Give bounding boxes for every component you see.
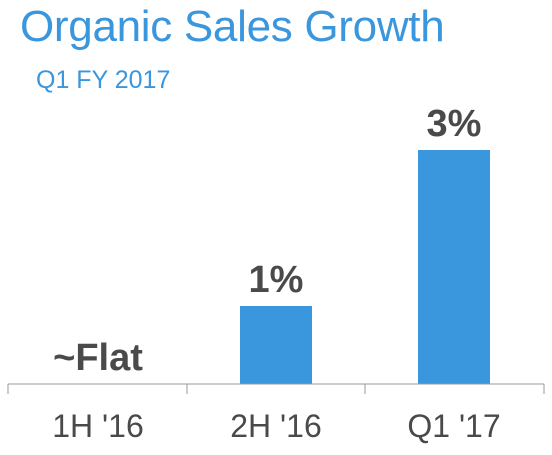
x-tick-label-0: 1H '16 xyxy=(52,408,144,444)
x-tick-label-1: 2H '16 xyxy=(230,408,322,444)
chart-title: Organic Sales Growth xyxy=(20,2,445,51)
bar-2 xyxy=(418,150,490,384)
data-label-1: 1% xyxy=(249,259,304,301)
bar-1 xyxy=(240,306,312,384)
chart-subtitle: Q1 FY 2017 xyxy=(36,66,171,94)
x-tick-label-2: Q1 '17 xyxy=(407,408,500,444)
data-label-2: 3% xyxy=(427,103,482,145)
data-label-0: ~Flat xyxy=(53,337,143,379)
